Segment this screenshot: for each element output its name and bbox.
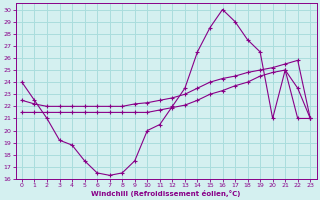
X-axis label: Windchill (Refroidissement éolien,°C): Windchill (Refroidissement éolien,°C) <box>92 190 241 197</box>
